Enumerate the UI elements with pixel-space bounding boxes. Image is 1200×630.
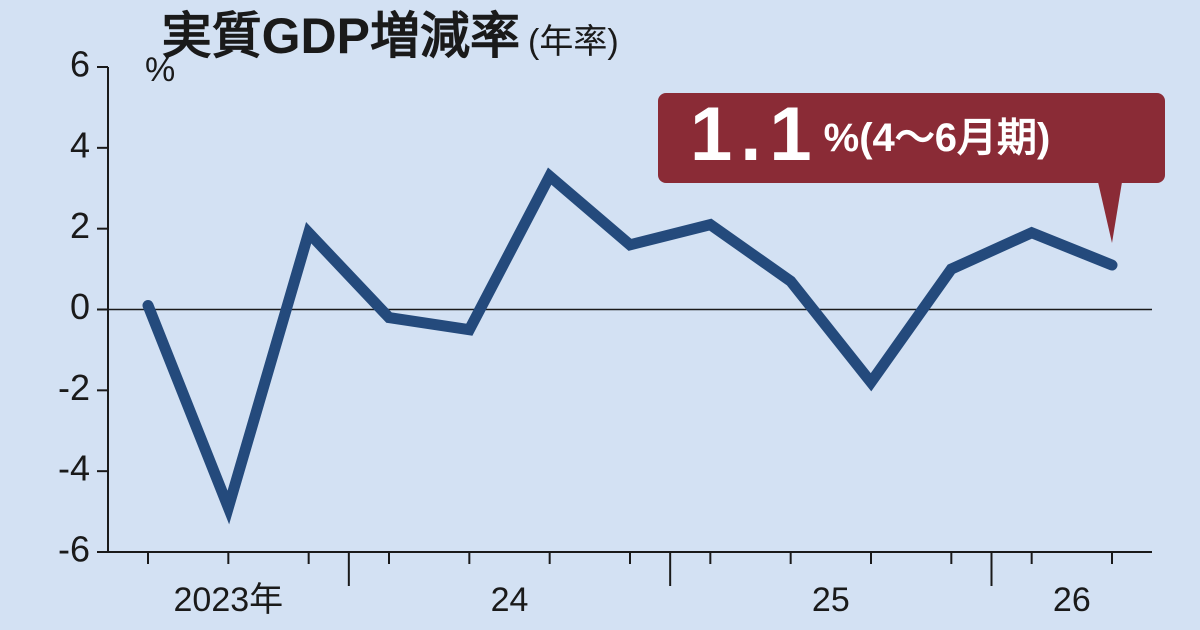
callout-text: 1.1 %(4〜6月期) — [690, 92, 1050, 177]
x-group-label: 24 — [491, 581, 529, 619]
y-tick-label: -4 — [58, 448, 90, 489]
x-group-label: 25 — [812, 581, 850, 619]
callout-unit: % — [824, 116, 860, 160]
chart-subtitle: (年率) — [528, 23, 619, 61]
callout-pointer — [1098, 182, 1122, 244]
callout-value: 1.1 — [690, 92, 820, 177]
y-unit: % — [145, 51, 175, 89]
y-tick-label: 2 — [70, 205, 90, 246]
callout-period: (4〜6月期) — [859, 116, 1050, 160]
y-tick-label: -2 — [58, 367, 90, 408]
x-group-label: 26 — [1053, 581, 1091, 619]
y-tick-label: -6 — [58, 529, 90, 570]
y-tick-label: 4 — [70, 124, 90, 165]
y-tick-label: 0 — [70, 286, 90, 327]
callout-box — [658, 93, 1165, 183]
chart-title: 実質GDP増減率 — [162, 8, 520, 64]
y-tick-label: 6 — [70, 44, 90, 85]
x-group-label: 2023年 — [174, 581, 284, 619]
data-line — [142, 167, 1118, 525]
